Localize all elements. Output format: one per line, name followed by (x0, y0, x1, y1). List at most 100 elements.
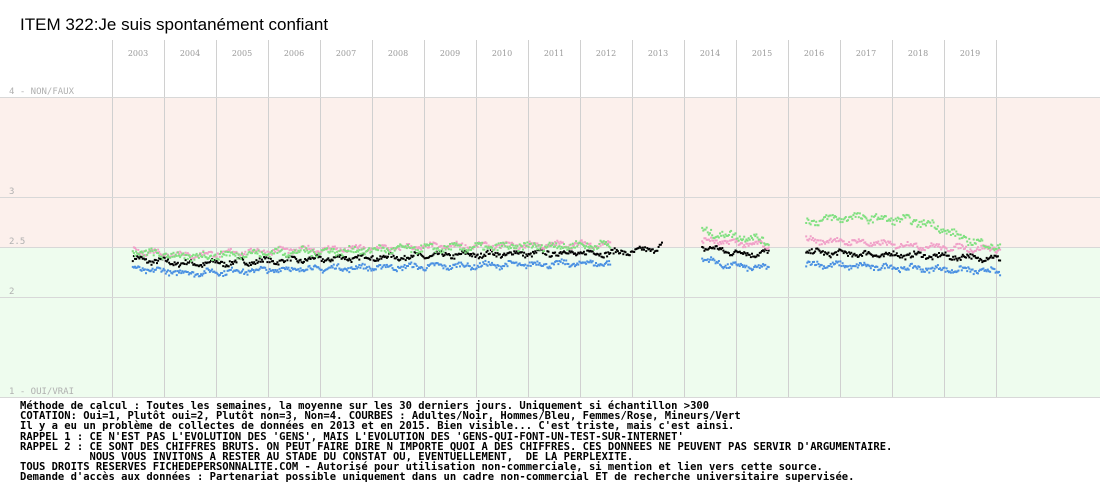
data-point (813, 251, 815, 254)
data-point (394, 247, 397, 250)
y-tick-label: 2 (9, 287, 14, 297)
data-point (724, 250, 727, 253)
data-point (714, 262, 717, 265)
data-point (539, 248, 542, 251)
data-point (939, 231, 942, 234)
data-point (153, 248, 156, 251)
data-point (222, 265, 225, 268)
data-point (550, 241, 553, 244)
data-point (416, 268, 419, 270)
data-point (972, 238, 975, 241)
data-point (742, 252, 745, 255)
data-point (367, 257, 370, 260)
data-point (481, 264, 484, 267)
data-point (208, 261, 211, 264)
data-point (585, 245, 588, 248)
data-point (940, 248, 943, 251)
data-point (454, 263, 457, 266)
data-point (766, 243, 769, 246)
data-point (634, 248, 637, 251)
data-point (362, 252, 365, 255)
data-point (233, 260, 236, 263)
data-point (205, 267, 208, 270)
data-point (536, 248, 539, 251)
data-point (529, 264, 532, 267)
data-point (316, 266, 319, 269)
data-point (272, 269, 274, 272)
data-point (200, 273, 203, 276)
data-point (561, 241, 564, 244)
data-point (926, 269, 929, 272)
data-point (765, 243, 768, 246)
data-point (419, 267, 422, 270)
data-point (996, 244, 999, 247)
data-point (723, 251, 726, 254)
data-point (408, 262, 411, 265)
data-point (497, 253, 500, 256)
data-point (381, 244, 384, 247)
data-point (321, 247, 324, 250)
data-point (320, 250, 323, 253)
data-point (281, 246, 284, 249)
data-point (916, 225, 919, 228)
data-point (345, 256, 347, 258)
data-point (843, 266, 846, 269)
data-point (414, 248, 417, 251)
data-point (278, 259, 281, 262)
data-point (253, 261, 256, 264)
data-point (706, 258, 709, 261)
data-point (525, 267, 528, 270)
data-point (639, 246, 642, 249)
data-point (516, 252, 519, 255)
data-point (492, 244, 495, 247)
data-point (361, 248, 364, 251)
data-point (875, 254, 878, 257)
data-point (896, 255, 899, 257)
data-point (577, 251, 580, 254)
data-point (516, 264, 519, 267)
data-point (515, 261, 518, 264)
data-point (557, 245, 560, 248)
data-point (763, 264, 766, 267)
data-point (722, 267, 725, 270)
x-tick-label: 2008 (388, 49, 408, 58)
data-point (400, 244, 403, 247)
data-point (735, 237, 738, 240)
data-point (827, 265, 830, 267)
data-point (845, 243, 848, 245)
data-point (877, 255, 880, 258)
data-point (456, 262, 459, 265)
data-point (238, 271, 241, 274)
data-point (844, 251, 847, 254)
data-point (702, 260, 705, 263)
data-point (607, 240, 610, 243)
data-point (709, 246, 711, 249)
data-point (297, 249, 300, 252)
data-point (879, 255, 882, 258)
data-point (934, 265, 937, 268)
data-point (252, 269, 255, 271)
data-point (356, 267, 359, 270)
data-point (251, 250, 253, 253)
data-point (145, 249, 147, 252)
data-point (143, 254, 146, 256)
data-point (152, 270, 155, 273)
data-point (814, 250, 817, 253)
data-point (955, 257, 958, 260)
data-point (995, 247, 998, 250)
data-point (222, 275, 225, 277)
data-point (515, 250, 518, 253)
data-point (175, 254, 178, 257)
data-point (821, 239, 824, 242)
data-point (626, 253, 629, 256)
data-point (701, 240, 704, 243)
data-point (473, 264, 476, 267)
data-point (856, 212, 859, 215)
data-point (912, 266, 914, 269)
data-point (212, 255, 215, 258)
data-point (943, 229, 946, 232)
data-point (766, 248, 769, 250)
data-point (747, 244, 750, 247)
data-point (629, 250, 632, 253)
data-point (913, 219, 916, 222)
